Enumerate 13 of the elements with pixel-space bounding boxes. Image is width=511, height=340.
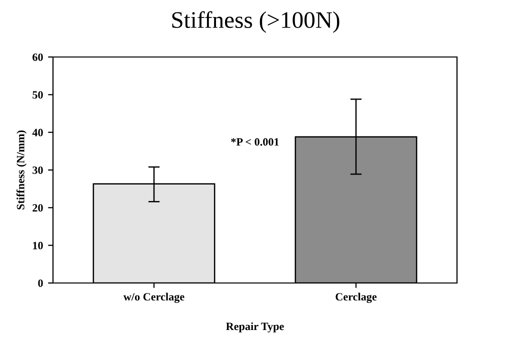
x-tick-label: Cerclage [336, 292, 377, 303]
x-axis-title: Repair Type [226, 322, 284, 332]
y-axis-title: Stiffness (N/mm) [16, 130, 27, 210]
y-tick-label: 50 [32, 91, 43, 99]
y-tick-label: 10 [33, 242, 43, 250]
y-tick-label: 40 [32, 128, 43, 136]
y-tick-label: 0 [38, 279, 43, 287]
y-tick-label: 20 [32, 204, 43, 212]
y-tick-label: 60 [32, 53, 43, 61]
annotation: *P < 0.001 [231, 138, 279, 146]
chart-title: Stiffness (>100N) [172, 11, 340, 33]
x-tick-label: w/o Cerclage [123, 292, 184, 303]
y-tick-label: 30 [32, 166, 43, 174]
